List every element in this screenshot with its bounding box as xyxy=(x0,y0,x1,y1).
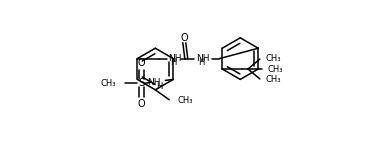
Text: CH₃: CH₃ xyxy=(268,65,283,73)
Text: CH₃: CH₃ xyxy=(177,96,193,105)
Text: CH₃: CH₃ xyxy=(266,75,281,84)
Text: NH: NH xyxy=(147,78,160,87)
Text: O: O xyxy=(180,33,188,43)
Text: CH₃: CH₃ xyxy=(266,54,281,63)
Text: H: H xyxy=(170,58,176,67)
Text: O: O xyxy=(138,99,145,109)
Text: O: O xyxy=(138,58,145,68)
Text: H: H xyxy=(156,82,163,91)
Text: NH: NH xyxy=(168,54,182,63)
Text: S: S xyxy=(138,78,145,88)
Text: H: H xyxy=(198,58,204,67)
Text: NH: NH xyxy=(196,54,209,63)
Text: CH₃: CH₃ xyxy=(100,79,116,88)
